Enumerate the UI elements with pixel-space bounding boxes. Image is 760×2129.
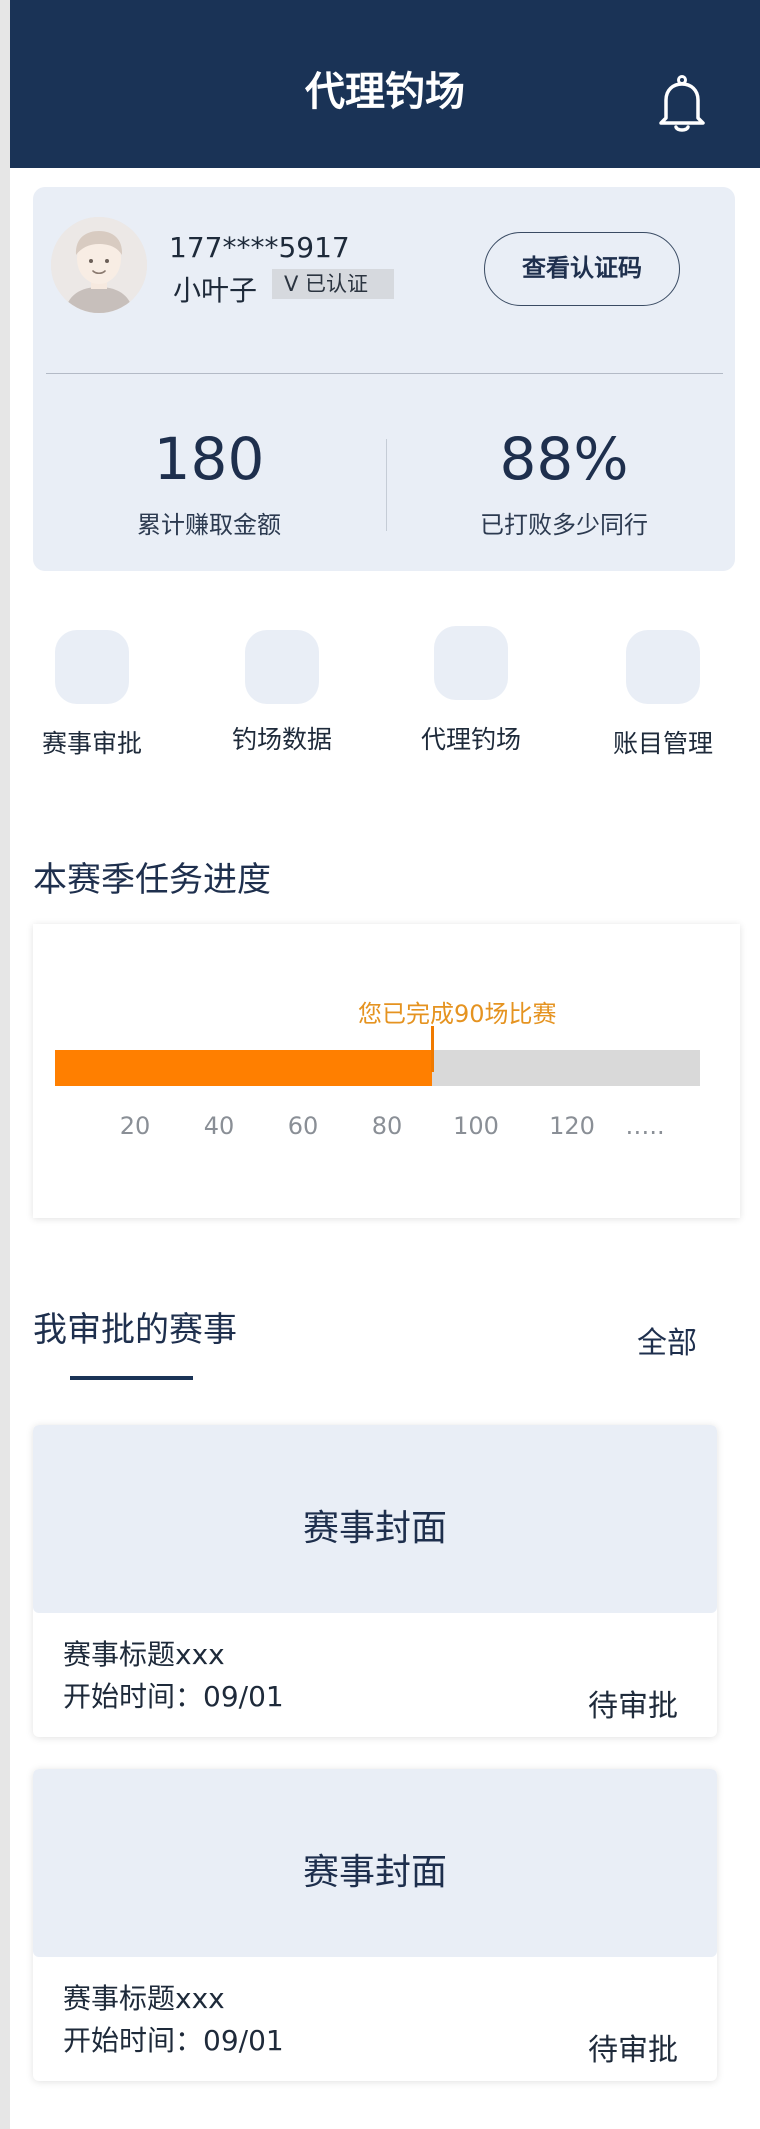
beaten-peers-value: 88% [499,425,629,493]
bell-icon[interactable] [656,74,708,134]
profile-divider [46,373,723,374]
accounts-icon [626,630,700,704]
avatar[interactable] [51,217,147,313]
event-title: 赛事标题xxx [63,1638,225,1671]
view-all-link[interactable]: 全部 [637,1326,697,1361]
quick-action-venue-data[interactable]: 钓场数据 [212,630,352,756]
data-icon [245,630,319,704]
progress-tick: 40 [203,1112,235,1140]
progress-track [55,1050,700,1086]
progress-tick: 20 [119,1112,151,1140]
event-cover-label: 赛事封面 [302,1852,447,1893]
page-title: 代理钓场 [305,69,465,115]
quick-action-label: 钓场数据 [231,725,332,754]
event-start-time: 开始时间：09/01 [63,1680,284,1713]
event-title: 赛事标题xxx [63,1982,225,2015]
event-card[interactable]: 赛事封面 赛事标题xxx 开始时间：09/01 待审批 [33,1425,717,1737]
beaten-peers-label: 已打败多少同行 [480,511,648,539]
event-cover: 赛事封面 [33,1425,717,1613]
approved-events-title: 我审批的赛事 [33,1310,237,1350]
quick-action-agency-venue[interactable]: 代理钓场 [401,626,541,756]
left-edge [0,0,10,2129]
approval-icon [55,630,129,704]
quick-action-accounts[interactable]: 账目管理 [593,630,733,760]
stats-separator [386,439,387,531]
event-start-time: 开始时间：09/01 [63,2024,284,2057]
user-avatar-icon [51,217,147,313]
user-phone: 177****5917 [169,231,350,264]
progress-tick: ….. [625,1112,665,1140]
quick-action-event-approval[interactable]: 赛事审批 [22,630,162,760]
progress-tick: 120 [549,1112,595,1140]
event-status: 待审批 [588,1689,678,1724]
progress-tick: 80 [371,1112,403,1140]
event-status: 待审批 [588,2033,678,2068]
quick-action-label: 代理钓场 [420,725,521,754]
profile-card: 177****5917 小叶子 V 已认证 查看认证码 180 累计赚取金额 8… [33,187,735,571]
event-cover: 赛事封面 [33,1769,717,1957]
progress-note: 您已完成90场比赛 [358,1000,557,1028]
earned-amount-label: 累计赚取金额 [137,511,281,539]
app-header: 代理钓场 [10,0,760,168]
quick-action-label: 账目管理 [612,729,713,758]
earned-amount-value: 180 [153,425,265,493]
progress-marker [430,1026,434,1072]
season-progress-title: 本赛季任务进度 [33,860,271,900]
season-progress-card: 您已完成90场比赛 20 40 60 80 100 120 ….. [33,924,740,1218]
user-nickname: 小叶子 [173,274,258,307]
progress-fill [55,1050,432,1086]
event-card[interactable]: 赛事封面 赛事标题xxx 开始时间：09/01 待审批 [33,1769,717,2081]
tab-underline [70,1376,193,1380]
agency-icon [434,626,508,700]
progress-tick: 60 [287,1112,319,1140]
verified-badge: V 已认证 [272,269,394,299]
progress-tick: 100 [453,1112,499,1140]
view-auth-code-button[interactable]: 查看认证码 [484,232,680,306]
quick-action-label: 赛事审批 [41,729,142,758]
event-cover-label: 赛事封面 [302,1508,447,1549]
